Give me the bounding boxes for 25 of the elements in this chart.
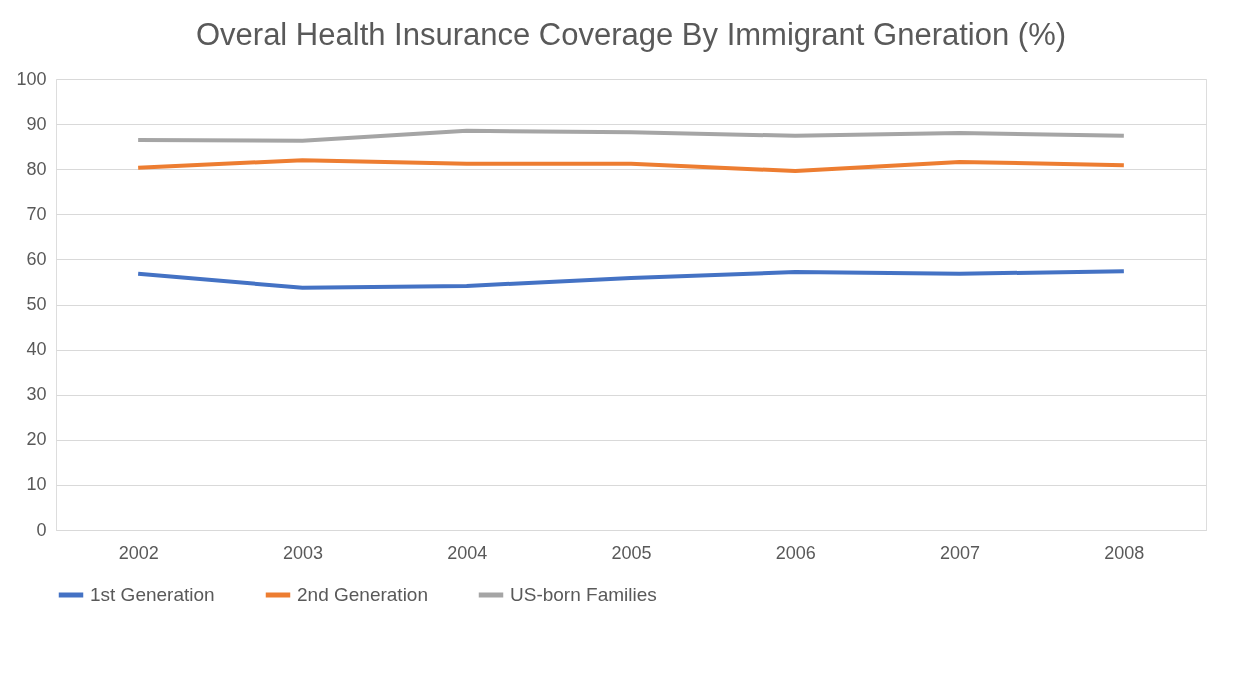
y-tick-label: 0 [36,519,47,540]
y-tick-label: 80 [26,158,47,179]
x-tick-label: 2008 [1104,542,1145,563]
legend-label: 2nd Generation [297,584,428,605]
x-tick-label: 2006 [775,542,816,563]
y-tick-label: 10 [26,474,47,495]
line-series [136,128,1126,143]
y-tick-label: 90 [26,113,47,134]
y-tick-label: 50 [26,294,47,314]
legend-label: 1st Generation [90,584,215,605]
x-tick-label: 2007 [940,542,981,563]
y-tick-label: 20 [26,429,47,450]
legend-label: US-born Families [510,584,657,605]
line-series [136,269,1126,290]
x-tick-label: 2002 [118,542,159,563]
y-tick-label: 40 [26,339,47,360]
x-tick-label: 2003 [282,542,323,563]
x-tick-label: 2005 [611,542,652,563]
x-tick-label: 2004 [447,542,488,563]
line-series [136,158,1126,173]
y-tick-label: 70 [26,203,47,224]
y-tick-label: 100 [16,68,47,89]
chart-title: Overal Health Insurance Coverage By Immigrant Gneration (%) [195,17,1067,52]
y-tick-label: 30 [26,384,47,405]
y-tick-label: 60 [26,248,47,269]
